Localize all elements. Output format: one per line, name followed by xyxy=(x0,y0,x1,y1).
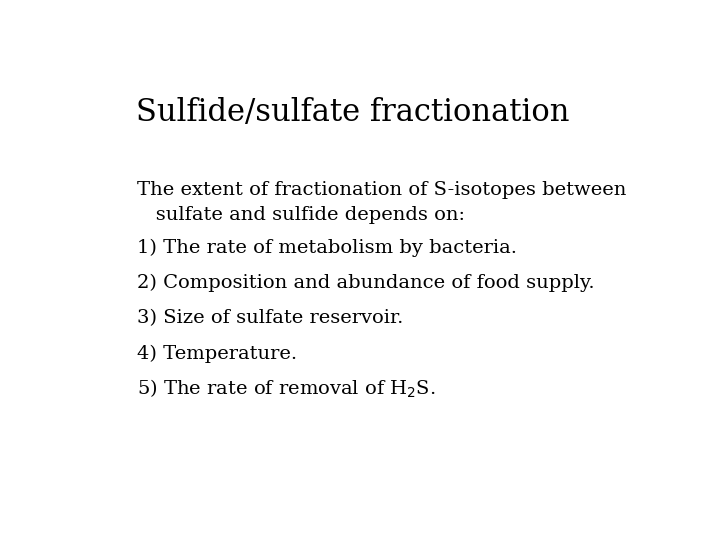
Text: 2) Composition and abundance of food supply.: 2) Composition and abundance of food sup… xyxy=(138,274,595,292)
Text: 5) The rate of removal of H$_2$S.: 5) The rate of removal of H$_2$S. xyxy=(138,378,436,400)
Text: 4) Temperature.: 4) Temperature. xyxy=(138,345,297,363)
Text: The extent of fractionation of S-isotopes between: The extent of fractionation of S-isotope… xyxy=(138,180,627,199)
Text: Sulfide/sulfate fractionation: Sulfide/sulfate fractionation xyxy=(135,97,569,128)
Text: 3) Size of sulfate reservoir.: 3) Size of sulfate reservoir. xyxy=(138,309,404,328)
Text: 1) The rate of metabolism by bacteria.: 1) The rate of metabolism by bacteria. xyxy=(138,239,518,257)
Text: sulfate and sulfide depends on:: sulfate and sulfide depends on: xyxy=(138,206,465,224)
